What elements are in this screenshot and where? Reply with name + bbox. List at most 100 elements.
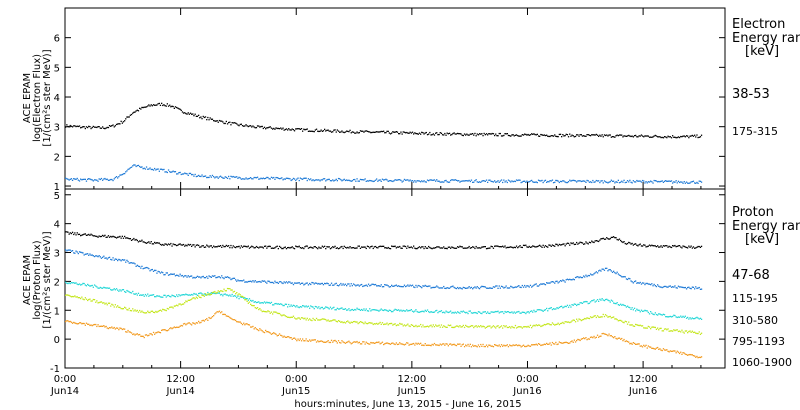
proton-series-3-point [110,289,112,291]
proton-series-3-point [404,310,407,312]
proton-series-5-point [333,340,335,342]
proton-series-5-point [391,342,393,344]
proton-series-3-point [303,305,305,307]
proton-series-3-point [481,312,483,315]
electron-series-2-point [622,181,624,183]
proton-series-3-point [275,302,277,305]
electron-series-2-point [450,179,452,182]
proton-series-1-point [411,247,414,249]
proton-series-2-point [112,257,114,259]
proton-series-4-point [659,327,661,330]
proton-series-4-point [528,326,530,328]
electron-series-2-point [462,180,464,182]
electron-series-1-point [589,135,592,137]
proton-series-2-point [161,271,163,273]
proton-series-2-point [303,284,305,286]
proton-series-3-point [403,310,406,312]
proton-series-3-point [377,309,379,312]
proton-series-5-point [226,315,229,317]
proton-series-4-point [230,289,232,291]
proton-series-2-point [392,285,394,287]
proton-series-5-point [163,329,165,331]
proton-series-3-point [385,309,387,311]
proton-series-5-point [207,319,209,321]
proton-series-3-point [93,284,96,286]
proton-series-1-point [547,246,549,248]
proton-series-4-point [386,322,388,324]
proton-series-2-point [262,280,264,282]
electron-series-1-point [663,136,666,138]
proton-series-4-point [135,310,137,312]
proton-series-3-point [241,296,244,298]
proton-series-3-point [428,311,430,313]
electron-series-1-point [651,136,653,138]
proton-series-3-point [581,302,584,304]
proton-series-1-point [148,241,150,243]
electron-series-1-point [470,133,473,135]
electron-series-2-point [306,179,308,182]
proton-series-5-point [159,332,162,334]
proton-series-2-point [532,285,534,287]
proton-series-4-point [130,310,133,312]
electron-series-2-point [229,178,231,180]
proton-series-1-point [366,245,369,247]
electron-series-2-point [423,180,425,182]
proton-series-4-point [467,326,469,328]
proton-series-2-point [559,280,562,282]
proton-series-4-point [583,318,585,321]
proton-series-5-point [500,344,503,346]
proton-series-5-point [640,345,643,347]
proton-series-1-point [315,247,318,249]
electron-series-2-point [344,179,347,182]
proton-series-2-point [431,286,433,289]
proton-series-3-point [587,302,589,305]
electron-series-2-point [667,180,669,182]
proton-series-1-point [164,243,166,245]
electron-series-1-point [129,114,131,116]
electron-series-2-point [446,181,448,183]
proton-series-2-point [75,250,77,252]
proton-series-5-point [670,350,673,352]
proton-series-4-point [584,317,586,320]
proton-series-4-point [638,324,640,327]
proton-series-2-point [565,279,567,281]
proton-series-2-point [97,256,99,258]
proton-series-4-point [132,308,134,310]
proton-series-4-point [573,319,575,321]
proton-series-4-point [447,324,449,326]
electron-series-2-point [202,175,204,178]
electron-series-1-point [678,136,681,139]
proton-series-2-point [547,282,549,284]
proton-series-2-point [463,287,466,289]
proton-series-4-point [661,330,663,332]
proton-series-4-point [206,294,208,296]
proton-series-4-point [564,321,566,323]
proton-series-5-point [601,333,603,335]
electron-series-1-point [561,136,563,138]
proton-series-1-point [185,244,187,246]
proton-series-4-point [180,304,182,306]
proton-series-4-point [463,326,466,329]
electron-series-1-point [287,129,289,131]
electron-series-1-point [67,125,69,128]
proton-series-1-point [588,241,591,243]
proton-series-3-point [579,302,581,304]
proton-series-4-point [251,304,253,307]
proton-series-2-point [196,275,199,277]
proton-series-4-point [233,290,236,293]
proton-series-2-point [490,287,492,289]
proton-series-2-point [564,281,566,283]
proton-series-2-point [134,263,136,265]
proton-series-1-point [198,244,200,247]
electron-series-2-point [97,180,99,182]
proton-series-1-point [465,247,467,249]
proton-series-5-point [613,337,615,339]
electron-series-2-point [209,175,211,177]
proton-series-3-point [688,318,690,320]
proton-series-2-point [255,281,258,283]
proton-series-5-point [473,345,475,347]
proton-series-1-point [66,231,68,233]
proton-series-2-point [573,279,575,281]
proton-series-2-point [340,282,342,285]
